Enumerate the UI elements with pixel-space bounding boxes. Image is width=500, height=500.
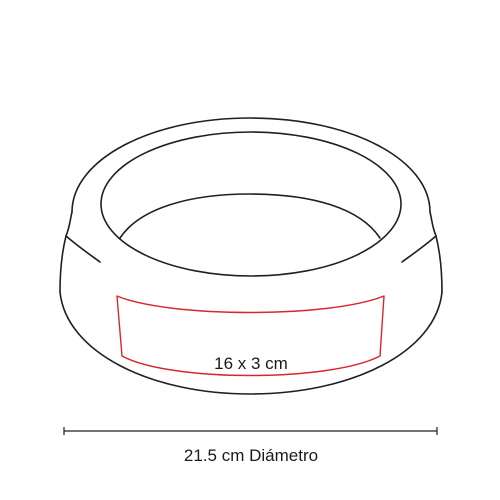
bowl-outer-rim bbox=[71, 117, 431, 213]
bowl-left-side bbox=[59, 211, 73, 293]
diameter-label: 21.5 cm Diámetro bbox=[184, 446, 318, 465]
bowl-band-left bbox=[65, 235, 101, 263]
bowl-base bbox=[59, 291, 443, 395]
pet-bowl-illustration bbox=[59, 117, 443, 395]
bowl-right-side bbox=[429, 211, 443, 293]
bowl-inner-floor bbox=[119, 193, 381, 239]
bowl-band-right bbox=[401, 235, 437, 263]
print-area-label: 16 x 3 cm bbox=[214, 354, 288, 373]
print-area-outline bbox=[116, 295, 385, 377]
bowl-inner-rim bbox=[100, 131, 402, 277]
diameter-dimension bbox=[63, 427, 438, 435]
